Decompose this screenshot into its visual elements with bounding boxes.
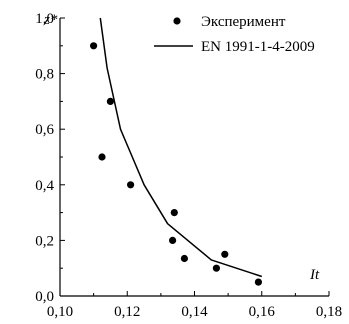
en-1991-curve: [99, 17, 263, 278]
experiment-point: [106, 97, 114, 105]
line-series: [99, 17, 263, 278]
experiment-point: [221, 250, 229, 258]
experiment-point: [254, 278, 262, 286]
x-tick-label: 0,16: [249, 304, 276, 320]
experiment-point: [98, 153, 106, 161]
y-tick-label: 0,6: [35, 122, 54, 138]
experiment-point: [127, 181, 135, 189]
y-tick-label: 0,8: [35, 67, 54, 83]
legend: Эксперимент EN 1991-1-4-2009: [154, 14, 315, 55]
y-tick-label: 0,0: [35, 289, 54, 305]
experiment-point: [90, 42, 98, 50]
legend-marker-experiment: [173, 17, 181, 25]
ticks: 0,10 0,12 0,14 0,16 0,18 0,0 0,2 0,4 0,6 0,8 1,0: [35, 11, 342, 320]
x-tick-label: 0,12: [114, 304, 140, 320]
experiment-point: [212, 264, 220, 272]
x-tick-label: 0,14: [181, 304, 208, 320]
legend-label-en: EN 1991-1-4-2009: [201, 39, 315, 55]
experiment-point: [170, 209, 178, 217]
x-tick-label: 0,10: [47, 304, 73, 320]
experiment-point: [169, 236, 177, 244]
y-tick-label: 1,0: [35, 11, 54, 27]
y-axis-label: z*: [43, 12, 58, 28]
x-tick-label: 0,18: [316, 304, 342, 320]
y-tick-label: 0,2: [35, 233, 54, 249]
y-tick-label: 0,4: [35, 178, 54, 194]
x-axis-label: It: [309, 267, 320, 283]
experiment-point: [180, 254, 188, 263]
legend-label-experiment: Эксперимент: [201, 14, 286, 30]
scatter-series: [90, 42, 262, 286]
